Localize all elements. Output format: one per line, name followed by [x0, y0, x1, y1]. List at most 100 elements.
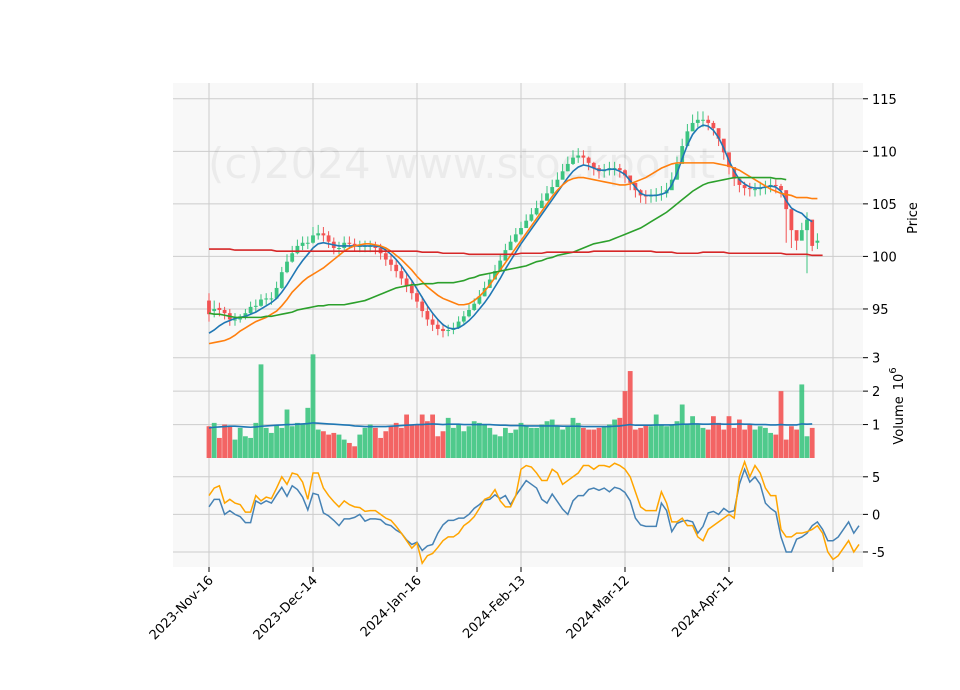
volume-bar [497, 436, 503, 458]
candle-body [212, 308, 217, 312]
candle-body [545, 193, 549, 201]
volume-axis-tick-label: 2 [872, 385, 880, 400]
volume-bar [596, 427, 602, 458]
volume-bar [383, 431, 389, 458]
volume-moving-average-line [208, 422, 813, 429]
candle [789, 209, 794, 249]
candle [711, 120, 716, 136]
candle [456, 316, 461, 329]
candle-body [415, 293, 419, 302]
volume-bar [508, 432, 513, 458]
volume-bar [742, 429, 747, 458]
candle-body [420, 301, 425, 312]
oscillator-axis-tick-label: -5 [872, 546, 885, 561]
candle-body [253, 305, 258, 307]
candle [690, 114, 695, 132]
volume-bar [633, 429, 638, 458]
candle-body [248, 306, 253, 314]
volume-bar [648, 426, 654, 458]
candle [753, 182, 757, 197]
candle [394, 259, 399, 278]
volume-bar [560, 429, 565, 458]
volume-bar [711, 416, 716, 458]
volume-bar [243, 436, 248, 458]
candle-body [461, 316, 466, 322]
candle-body [524, 220, 529, 229]
candle-body [259, 299, 263, 306]
volume-bar [269, 432, 274, 458]
candle [498, 254, 503, 272]
volume-bar [731, 427, 737, 458]
candle-body [534, 208, 539, 215]
candle-body [337, 248, 341, 250]
x-axis-tick-label: 2024-Feb-13 [460, 573, 529, 642]
candle-body [810, 219, 815, 246]
candle-body [539, 200, 544, 209]
candle [477, 290, 482, 305]
volume-bar [362, 427, 368, 458]
volume-bar [284, 409, 290, 458]
volume-bar [471, 421, 477, 458]
volume-bar [539, 424, 545, 458]
candle [550, 179, 555, 195]
candle-body [305, 242, 310, 244]
candle-body [383, 253, 388, 260]
candle-body [550, 187, 555, 194]
volume-bar [804, 436, 810, 458]
candle [222, 306, 227, 320]
candle-body [373, 245, 378, 249]
candle-body [591, 162, 596, 169]
candle [747, 182, 752, 197]
price-axis-tick-label: 95 [872, 303, 889, 318]
candle [467, 304, 471, 318]
volume-bar [518, 422, 524, 458]
candle-body [586, 157, 591, 163]
candle-body [701, 119, 705, 121]
candle-body [404, 278, 409, 286]
volume-bar [456, 424, 461, 458]
candle-body [435, 324, 440, 329]
candle [305, 236, 310, 250]
candle-body [394, 264, 399, 272]
price-axis-tick-label: 110 [872, 145, 897, 160]
candle-body [274, 287, 279, 299]
candle [545, 185, 549, 201]
volume-bar [487, 427, 493, 458]
candle [347, 236, 352, 250]
volume-bar [659, 424, 664, 458]
x-axis-tick-label: 2024-Jan-16 [358, 573, 425, 640]
candle-body [508, 241, 513, 251]
volume-bar [253, 422, 259, 458]
candle-body [279, 272, 284, 288]
candle [560, 163, 565, 180]
price-panel-bg [173, 83, 863, 351]
candle [264, 293, 269, 305]
volume-bar [373, 427, 378, 458]
volume-bar [638, 427, 643, 458]
candle-body [347, 242, 352, 244]
candle-body [513, 234, 518, 242]
volume-bar [274, 424, 279, 458]
candle-body [581, 155, 586, 158]
candle-body [623, 170, 627, 176]
candle [337, 241, 341, 255]
candle-body [326, 235, 331, 242]
candle [799, 222, 804, 241]
volume-bar [690, 416, 695, 458]
candle [259, 294, 263, 307]
candle [321, 226, 326, 242]
volume-bar [809, 427, 815, 458]
volume-bar [763, 427, 768, 458]
candle-body [389, 259, 393, 265]
volume-bar [695, 424, 701, 458]
candle-body [503, 250, 508, 261]
candle [425, 305, 430, 326]
candle-body [519, 228, 523, 235]
oscillator-lines [208, 459, 860, 566]
candle [253, 299, 258, 313]
candle [539, 193, 544, 209]
oscillator-line [208, 459, 860, 566]
candle [285, 254, 289, 274]
volume-bar [664, 426, 669, 458]
volume-bar [388, 426, 394, 458]
